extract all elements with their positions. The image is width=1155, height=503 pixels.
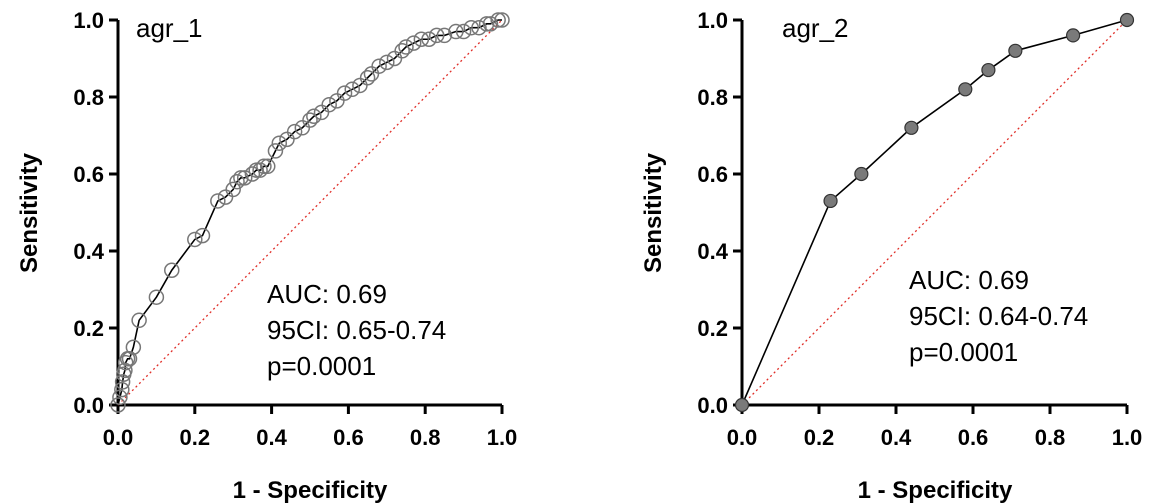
y-tick-label: 0.2 bbox=[697, 316, 728, 341]
x-tick-label: 0.6 bbox=[333, 425, 364, 450]
y-tick-label: 0.2 bbox=[73, 316, 104, 341]
data-point bbox=[490, 12, 506, 28]
data-point bbox=[229, 173, 245, 190]
data-point bbox=[248, 162, 264, 178]
data-point bbox=[164, 262, 180, 278]
x-tick-label: 0.4 bbox=[256, 425, 287, 450]
data-point bbox=[225, 181, 241, 198]
data-point bbox=[421, 31, 437, 47]
reference-diagonal-line bbox=[117, 19, 503, 406]
x-tick-label: 0.6 bbox=[958, 425, 989, 450]
data-point bbox=[734, 397, 750, 413]
data-point bbox=[306, 108, 322, 124]
data-point bbox=[321, 96, 337, 113]
data-point bbox=[125, 339, 142, 355]
y-tick-label: 0.0 bbox=[73, 393, 104, 418]
data-point bbox=[286, 123, 303, 140]
y-axis-label: Sensitivity bbox=[640, 152, 667, 273]
data-point bbox=[344, 81, 360, 98]
x-tick-label: 0.8 bbox=[1035, 425, 1066, 450]
chart-title: agr_2 bbox=[782, 13, 849, 43]
data-point bbox=[428, 27, 445, 44]
x-tick-label: 1.0 bbox=[487, 425, 518, 450]
data-point bbox=[379, 54, 395, 71]
y-tick-label: 0.4 bbox=[73, 239, 104, 264]
data-point bbox=[394, 43, 410, 59]
data-point bbox=[448, 23, 464, 40]
data-point bbox=[210, 193, 226, 209]
data-point bbox=[436, 27, 453, 44]
y-tick-label: 1.0 bbox=[73, 8, 104, 33]
annotation-p-value: p=0.0001 bbox=[909, 337, 1018, 367]
y-tick-label: 0.6 bbox=[697, 162, 728, 187]
data-point bbox=[359, 70, 376, 86]
y-tick-label: 0.8 bbox=[73, 85, 104, 110]
y-tick-label: 0.0 bbox=[697, 393, 728, 418]
x-tick-label: 0.2 bbox=[804, 425, 835, 450]
data-point bbox=[981, 62, 996, 78]
x-tick-label: 0.2 bbox=[180, 425, 211, 450]
y-axis-label: Sensitivity bbox=[16, 152, 43, 273]
data-point bbox=[244, 166, 261, 182]
data-point bbox=[823, 193, 838, 209]
data-point bbox=[302, 112, 318, 128]
data-point bbox=[494, 12, 510, 28]
data-point bbox=[463, 19, 480, 36]
data-point bbox=[958, 82, 973, 97]
y-tick-label: 0.6 bbox=[73, 162, 104, 187]
data-point bbox=[110, 397, 126, 413]
data-point bbox=[114, 374, 131, 390]
data-point bbox=[256, 158, 272, 175]
annotation-auc: AUC: 0.69 bbox=[909, 265, 1029, 295]
data-point bbox=[233, 170, 249, 186]
data-point bbox=[482, 16, 499, 32]
y-tick-label: 1.0 bbox=[697, 8, 728, 33]
data-point bbox=[1008, 43, 1023, 58]
data-point bbox=[1119, 12, 1135, 28]
data-point bbox=[455, 23, 472, 40]
data-point bbox=[413, 31, 430, 47]
data-point bbox=[1065, 28, 1081, 43]
x-tick-label: 0.4 bbox=[881, 425, 912, 450]
roc-panel-agr-1: 0.0 0.2 0.4 0.6 0.8 1.0 0.0 0.2 0.4 0.6 0.8 1.0 ag… bbox=[16, 8, 517, 503]
reference-diagonal-line bbox=[741, 19, 1128, 406]
data-point bbox=[112, 389, 128, 406]
data-point bbox=[271, 135, 288, 151]
data-point bbox=[478, 16, 495, 32]
annotation-ci: 95CI: 0.65-0.74 bbox=[267, 315, 446, 345]
data-point bbox=[904, 120, 919, 135]
x-tick-label: 0.0 bbox=[727, 425, 758, 450]
data-point bbox=[260, 158, 276, 175]
annotation-p-value: p=0.0001 bbox=[267, 351, 376, 381]
data-point bbox=[114, 381, 130, 398]
data-point bbox=[398, 39, 414, 55]
y-tick-label: 0.4 bbox=[697, 239, 728, 264]
data-point bbox=[854, 166, 869, 182]
x-tick-label: 1.0 bbox=[1112, 425, 1143, 450]
roc-curve-line bbox=[117, 19, 502, 406]
data-point bbox=[336, 85, 353, 101]
x-axis-label: 1 - Specificity bbox=[233, 477, 388, 503]
data-point bbox=[194, 227, 211, 244]
data-point bbox=[131, 312, 147, 329]
data-point bbox=[371, 58, 387, 74]
data-point bbox=[148, 289, 165, 305]
y-tick-label: 0.8 bbox=[697, 85, 728, 110]
x-tick-label: 0.0 bbox=[103, 425, 134, 450]
x-axis-label: 1 - Specificity bbox=[858, 477, 1013, 503]
data-point bbox=[187, 231, 203, 248]
data-point bbox=[252, 162, 268, 178]
data-point bbox=[121, 351, 138, 367]
annotation-auc: AUC: 0.69 bbox=[267, 279, 387, 309]
data-point bbox=[405, 35, 422, 51]
data-point bbox=[267, 143, 284, 159]
chart-title: agr_1 bbox=[136, 13, 203, 43]
roc-panel-agr-2: 0.0 0.2 0.4 0.6 0.8 1.0 0.0 0.2 0.4 0.6 0.8 1.0 ag… bbox=[640, 8, 1142, 503]
data-point bbox=[471, 19, 487, 36]
data-point bbox=[236, 170, 253, 186]
annotation-ci: 95CI: 0.64-0.74 bbox=[909, 301, 1088, 331]
x-tick-label: 0.8 bbox=[410, 425, 441, 450]
